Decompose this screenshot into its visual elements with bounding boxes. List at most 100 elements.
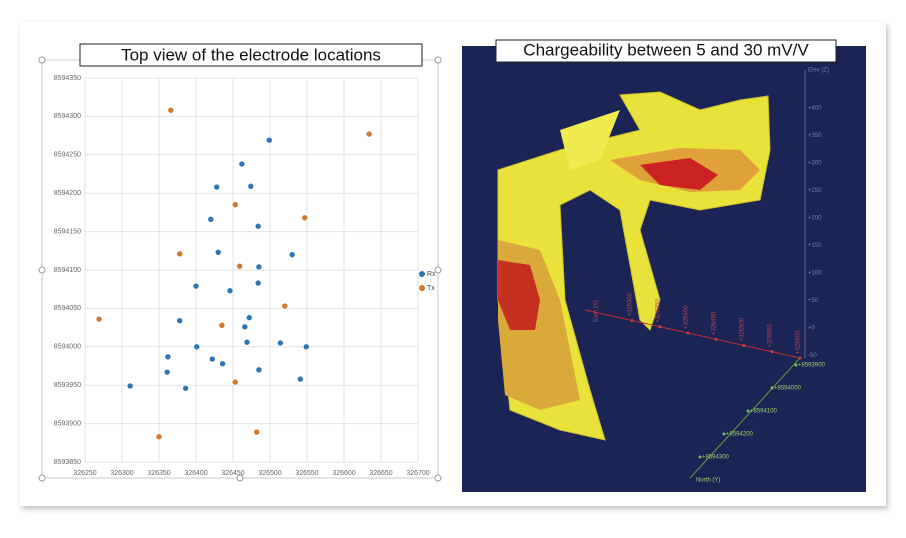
x-tick-label: 326400: [184, 470, 207, 477]
elev-tick-label: +50: [808, 298, 819, 304]
y-tick-label: 8594350: [54, 75, 81, 82]
y-tick-label: 8594000: [54, 344, 81, 351]
point: [277, 339, 284, 347]
x-tick-label: 326650: [369, 470, 392, 477]
x-tick-label: 326450: [221, 470, 244, 477]
y-tick-label: 8594100: [54, 267, 81, 274]
point: [218, 321, 226, 329]
point: [176, 250, 184, 258]
north-tick-label: +8594000: [774, 386, 802, 392]
y-tick-label: 8593900: [54, 420, 81, 427]
east-tick-label: +326300: [628, 292, 634, 316]
elev-tick-label: +250: [808, 188, 822, 194]
x-tick-label: 326350: [147, 470, 170, 477]
point: [182, 384, 189, 392]
north-tick-label: +8594200: [726, 432, 754, 438]
point: [208, 355, 216, 363]
point: [214, 249, 222, 256]
render-shape: [497, 91, 771, 441]
point: [207, 216, 215, 223]
point: [243, 338, 251, 346]
point: [226, 287, 234, 295]
point: [281, 302, 289, 310]
north-tick: [722, 432, 726, 436]
y-tick-label: 8594200: [54, 190, 81, 197]
point: [219, 360, 226, 367]
elev-tick-label: +100: [808, 271, 822, 277]
elev-tick-label: +0: [808, 326, 816, 332]
point: [231, 378, 239, 386]
legend-marker: [419, 271, 425, 277]
elev-tick-label: +200: [808, 216, 822, 222]
point: [164, 353, 172, 361]
east-tick-label: +326500: [740, 317, 746, 341]
elev-tick-label: -50: [808, 353, 817, 359]
point: [238, 160, 246, 168]
point: [236, 262, 243, 270]
y-tick-label: 8594050: [54, 305, 81, 312]
x-tick-label: 326500: [258, 470, 281, 477]
north-tick-label: +8594300: [702, 455, 730, 461]
east-tick: [630, 318, 634, 322]
y-tick-label: 8594150: [54, 228, 81, 235]
x-tick-label: 326300: [110, 470, 133, 477]
y-tick-label: 8593950: [54, 382, 81, 389]
north-tick-label: +8594100: [750, 409, 778, 415]
point: [155, 433, 163, 440]
point: [288, 251, 296, 258]
east-tick-label: +326550: [768, 324, 774, 348]
elev-tick-label: +400: [808, 106, 822, 112]
y-tick-label: 8594300: [54, 113, 81, 120]
point: [302, 343, 310, 351]
y-tick-label: 8594250: [54, 152, 81, 159]
point: [255, 263, 263, 271]
render-title: Chargeability between 5 and 30 mV/V: [523, 40, 809, 59]
x-tick-label: 326700: [406, 470, 429, 477]
point: [193, 343, 201, 351]
north-label: North (Y): [696, 478, 720, 484]
east-label: East (X): [594, 300, 600, 322]
point: [192, 282, 200, 290]
point: [247, 182, 255, 190]
render-axes: [584, 70, 806, 479]
x-tick-label: 326250: [73, 470, 96, 477]
point: [241, 323, 249, 331]
elev-label: Elev (Z): [808, 68, 829, 74]
chart-title: Top view of the electrode locations: [121, 45, 381, 64]
point: [95, 315, 103, 323]
east-tick-label: +326600: [796, 330, 802, 354]
point: [253, 428, 260, 436]
east-tick-label: +326350: [656, 299, 662, 323]
point: [245, 314, 253, 321]
north-tick-label: +8593900: [798, 363, 826, 369]
y-tick-label: 8593850: [54, 459, 81, 466]
title-box: [79, 43, 423, 67]
east-tick: [714, 337, 718, 341]
point: [254, 279, 262, 287]
east-tick: [770, 350, 774, 354]
point: [265, 136, 273, 144]
east-tick: [658, 325, 662, 329]
north-tick: [794, 363, 798, 367]
point: [126, 382, 134, 390]
handles: [38, 56, 442, 482]
legend-marker: [419, 285, 425, 291]
north-tick: [770, 386, 774, 390]
legend-label: Rx: [427, 271, 436, 278]
elev-tick-label: +300: [808, 161, 822, 167]
point: [297, 375, 304, 383]
point: [176, 317, 184, 324]
point: [213, 183, 221, 191]
point: [301, 214, 309, 222]
east-tick-label: +326400: [684, 305, 690, 329]
x-tick-label: 326600: [332, 470, 355, 477]
point: [231, 201, 239, 209]
render-title-box: [495, 39, 837, 63]
point: [255, 366, 263, 374]
point: [365, 130, 373, 138]
point: [167, 106, 175, 114]
east-tick: [686, 331, 690, 335]
point: [163, 368, 171, 376]
